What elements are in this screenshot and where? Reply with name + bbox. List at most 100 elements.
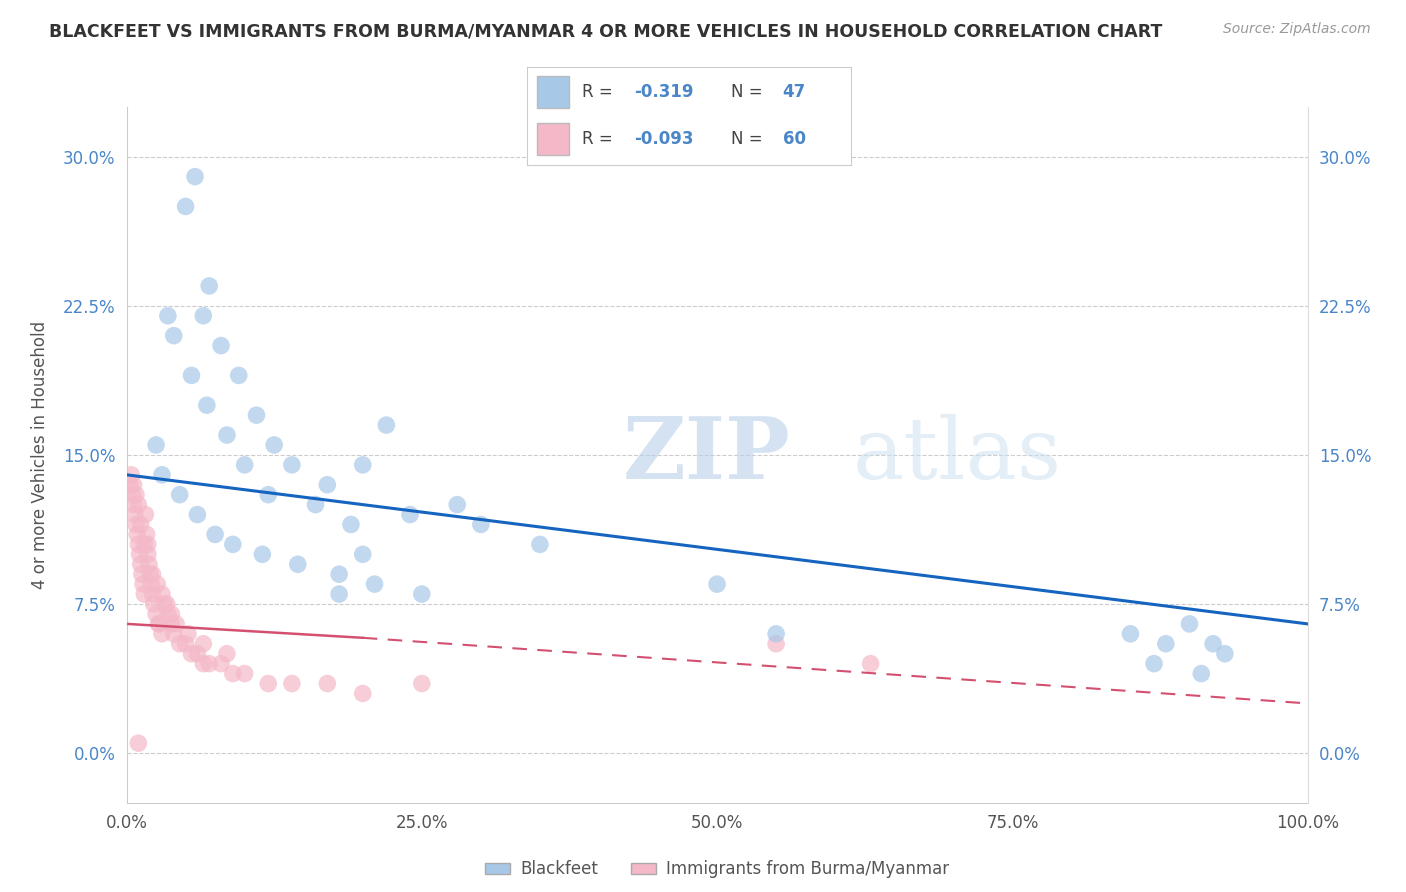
Point [174, 637, 197, 651]
Point [120, 467, 142, 482]
Point [135, 527, 157, 541]
Point [163, 328, 186, 343]
Point [204, 527, 226, 541]
Point [142, 597, 165, 611]
Point [146, 577, 169, 591]
Point [134, 537, 156, 551]
Point [125, 488, 148, 502]
Point [706, 577, 728, 591]
Text: -0.093: -0.093 [634, 130, 693, 148]
Point [257, 488, 280, 502]
Point [134, 587, 156, 601]
Text: -0.319: -0.319 [634, 83, 693, 101]
Point [363, 577, 385, 591]
Point [180, 368, 202, 383]
Text: N =: N = [731, 83, 768, 101]
Point [145, 607, 167, 621]
Point [287, 558, 309, 572]
Point [1202, 637, 1225, 651]
Text: ZIP: ZIP [623, 413, 790, 497]
Point [470, 517, 492, 532]
Point [193, 657, 215, 671]
Point [222, 666, 245, 681]
Point [156, 309, 179, 323]
Point [328, 587, 350, 601]
Point [149, 616, 172, 631]
Point [1154, 637, 1177, 651]
Point [765, 627, 787, 641]
Text: Source: ZipAtlas.com: Source: ZipAtlas.com [1223, 22, 1371, 37]
Point [186, 647, 208, 661]
Point [340, 517, 363, 532]
Text: R =: R = [582, 130, 619, 148]
Point [136, 537, 159, 551]
Point [859, 657, 882, 671]
Point [1143, 657, 1166, 671]
Point [446, 498, 468, 512]
Point [529, 537, 551, 551]
Point [120, 477, 142, 491]
Point [174, 199, 197, 213]
Legend: Blackfeet, Immigrants from Burma/Myanmar: Blackfeet, Immigrants from Burma/Myanmar [478, 854, 956, 885]
Point [139, 567, 162, 582]
Point [150, 587, 173, 601]
Point [131, 567, 153, 582]
Point [122, 498, 145, 512]
Point [328, 567, 350, 582]
Point [165, 616, 187, 631]
Point [184, 169, 207, 184]
Point [198, 279, 221, 293]
Point [209, 338, 232, 352]
Point [125, 517, 148, 532]
Point [281, 676, 304, 690]
Point [129, 517, 152, 532]
FancyBboxPatch shape [537, 76, 569, 108]
Point [127, 736, 149, 750]
Text: R =: R = [582, 83, 619, 101]
Point [352, 686, 374, 700]
Point [193, 637, 215, 651]
Text: N =: N = [731, 130, 768, 148]
Point [156, 607, 179, 621]
Point [141, 587, 163, 601]
Point [160, 607, 183, 621]
Point [177, 627, 200, 641]
Point [128, 547, 150, 561]
Point [375, 418, 398, 433]
Point [134, 508, 156, 522]
Point [169, 488, 191, 502]
Point [124, 508, 146, 522]
Text: 47: 47 [783, 83, 806, 101]
Point [1119, 627, 1142, 641]
Text: 60: 60 [783, 130, 806, 148]
Point [765, 637, 787, 651]
Point [127, 527, 149, 541]
Point [169, 637, 191, 651]
Point [127, 537, 149, 551]
Point [163, 627, 186, 641]
Point [193, 309, 215, 323]
Point [411, 587, 433, 601]
Point [153, 597, 176, 611]
Point [156, 597, 179, 611]
Point [1178, 616, 1201, 631]
Point [160, 616, 183, 631]
Point [411, 676, 433, 690]
Point [399, 508, 422, 522]
Point [209, 657, 232, 671]
Point [138, 558, 160, 572]
Point [316, 477, 339, 491]
Point [245, 408, 267, 422]
Point [233, 666, 256, 681]
Point [145, 438, 167, 452]
Point [233, 458, 256, 472]
Point [129, 558, 152, 572]
Point [121, 488, 143, 502]
Point [141, 567, 163, 582]
Point [352, 458, 374, 472]
Point [1213, 647, 1236, 661]
Point [215, 428, 238, 442]
Point [141, 577, 163, 591]
Point [150, 467, 173, 482]
Point [132, 577, 155, 591]
